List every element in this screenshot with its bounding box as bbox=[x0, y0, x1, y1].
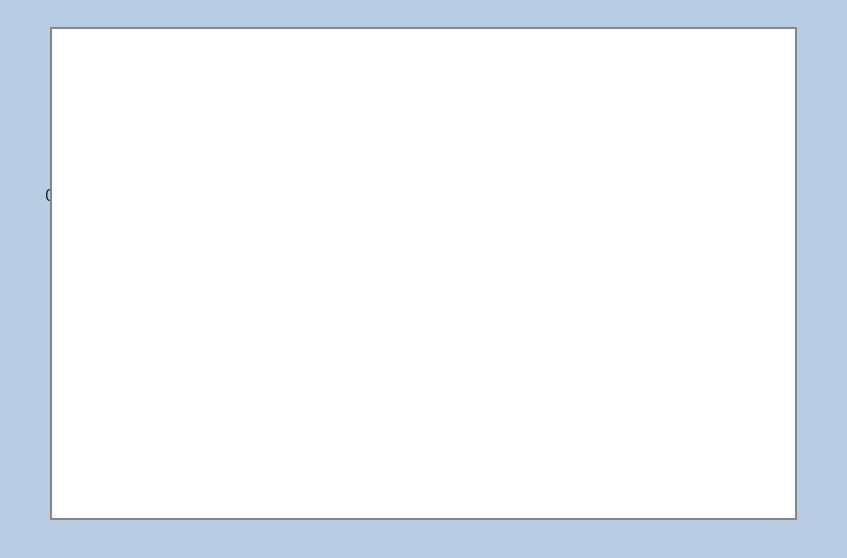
Text: HV Amplifier: HV Amplifier bbox=[367, 92, 480, 110]
Polygon shape bbox=[340, 137, 507, 256]
Circle shape bbox=[250, 334, 321, 402]
Text: Output waveform: Output waveform bbox=[580, 249, 714, 264]
Text: ±10 V: ±10 V bbox=[111, 126, 163, 143]
Text: ±10 kV: ±10 kV bbox=[606, 126, 667, 143]
Text: Input Signal: Input Signal bbox=[91, 249, 182, 264]
Text: G=60 dB: G=60 dB bbox=[349, 295, 424, 312]
Text: LOAD: LOAD bbox=[523, 366, 569, 384]
Text: (×1000): (×1000) bbox=[352, 328, 421, 345]
Bar bbox=[327, 123, 520, 270]
Text: 0: 0 bbox=[45, 189, 54, 204]
Bar bbox=[506, 340, 588, 410]
Text: 0: 0 bbox=[545, 189, 554, 204]
